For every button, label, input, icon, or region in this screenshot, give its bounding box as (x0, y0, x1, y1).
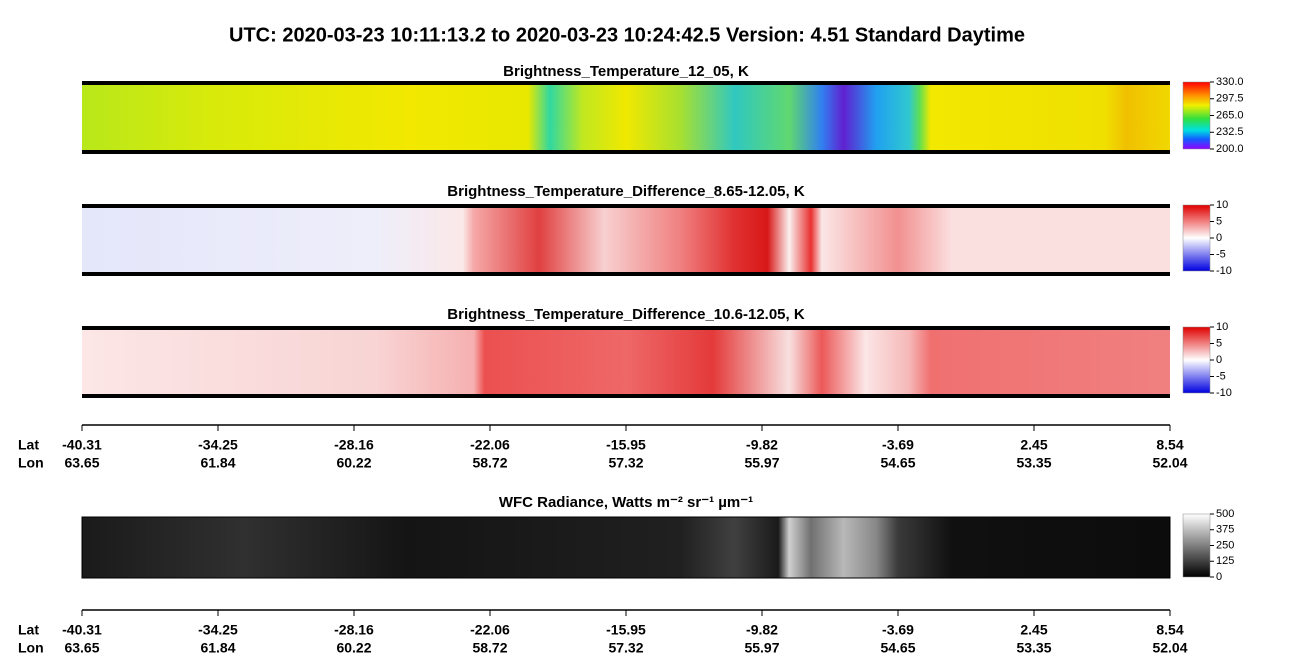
lat-title: Lat (18, 622, 39, 638)
lat-label: -28.16 (334, 437, 374, 453)
swath-edge (82, 150, 1170, 154)
colorbar-label: 200.0 (1216, 143, 1244, 155)
lon-label: 60.22 (336, 640, 371, 656)
swath-edge (82, 394, 1170, 398)
lat-label: -3.69 (882, 437, 914, 453)
colorbar-label: 297.5 (1216, 93, 1244, 105)
lat-label: -28.16 (334, 622, 374, 638)
colorbar-label: -10 (1216, 387, 1232, 399)
lon-label: 58.72 (472, 455, 507, 471)
panel-title: Brightness_Temperature_12_05, K (503, 63, 749, 80)
lon-title: Lon (18, 455, 44, 471)
colorbar-label: 375 (1216, 524, 1234, 536)
lon-label: 54.65 (880, 455, 915, 471)
colorbar (1182, 513, 1211, 578)
colorbar-label: 500 (1216, 508, 1234, 520)
lon-label: 58.72 (472, 640, 507, 656)
lat-label: -34.25 (198, 437, 238, 453)
lat-label: -40.31 (62, 437, 102, 453)
colorbar-label: -10 (1216, 265, 1232, 277)
colorbar-label: 265.0 (1216, 109, 1244, 121)
lat-label: 2.45 (1020, 437, 1047, 453)
swath-edge (82, 272, 1170, 276)
swath-edge (82, 81, 1170, 85)
colorbar-label: 250 (1216, 539, 1234, 551)
colorbar-label: -5 (1216, 370, 1226, 382)
colorbar (1182, 81, 1211, 150)
lon-label: 61.84 (200, 455, 235, 471)
lon-title: Lon (18, 640, 44, 656)
swath-edge (82, 204, 1170, 208)
lat-label: -40.31 (62, 622, 102, 638)
panel-title: Brightness_Temperature_Difference_8.65-1… (447, 183, 805, 200)
colorbar (1182, 326, 1211, 394)
lon-label: 52.04 (1152, 640, 1187, 656)
colorbar-label: 125 (1216, 555, 1234, 567)
lat-label: -22.06 (470, 437, 510, 453)
lon-label: 55.97 (744, 455, 779, 471)
colorbar-label: 330.0 (1216, 76, 1244, 88)
colorbar-label: -5 (1216, 248, 1226, 260)
lat-label: -9.82 (746, 622, 778, 638)
colorbar-label: 232.5 (1216, 126, 1244, 138)
lat-label: -15.95 (606, 437, 646, 453)
lat-label: -9.82 (746, 437, 778, 453)
lon-label: 63.65 (64, 455, 99, 471)
swath-edge (82, 326, 1170, 330)
colorbar-label: 5 (1216, 337, 1222, 349)
panel-title: WFC Radiance, Watts m⁻² sr⁻¹ µm⁻¹ (499, 494, 753, 511)
colorbar-label: 5 (1216, 215, 1222, 227)
panel-title: Brightness_Temperature_Difference_10.6-1… (447, 306, 805, 323)
colorbar-label: 0 (1216, 232, 1222, 244)
lon-label: 52.04 (1152, 455, 1187, 471)
lon-label: 61.84 (200, 640, 235, 656)
lat-label: 2.45 (1020, 622, 1047, 638)
figure-title: UTC: 2020-03-23 10:11:13.2 to 2020-03-23… (229, 24, 1025, 46)
colorbar-label: 10 (1216, 321, 1228, 333)
lon-label: 63.65 (64, 640, 99, 656)
lat-label: 8.54 (1156, 622, 1183, 638)
lat-label: -15.95 (606, 622, 646, 638)
colorbar-label: 0 (1216, 354, 1222, 366)
image-strip (82, 208, 1170, 272)
lon-label: 53.35 (1016, 640, 1051, 656)
image-strip (81, 516, 1171, 579)
lat-label: -22.06 (470, 622, 510, 638)
lat-label: 8.54 (1156, 437, 1183, 453)
lon-label: 54.65 (880, 640, 915, 656)
colorbar-label: 10 (1216, 199, 1228, 211)
lon-label: 60.22 (336, 455, 371, 471)
lon-label: 57.32 (608, 640, 643, 656)
image-strip (82, 85, 1170, 150)
lat-label: -3.69 (882, 622, 914, 638)
image-strip (82, 330, 1170, 394)
colorbar-label: 0 (1216, 571, 1222, 583)
lat-label: -34.25 (198, 622, 238, 638)
lon-label: 55.97 (744, 640, 779, 656)
lon-label: 53.35 (1016, 455, 1051, 471)
lon-label: 57.32 (608, 455, 643, 471)
lat-title: Lat (18, 437, 39, 453)
colorbar (1182, 204, 1211, 272)
